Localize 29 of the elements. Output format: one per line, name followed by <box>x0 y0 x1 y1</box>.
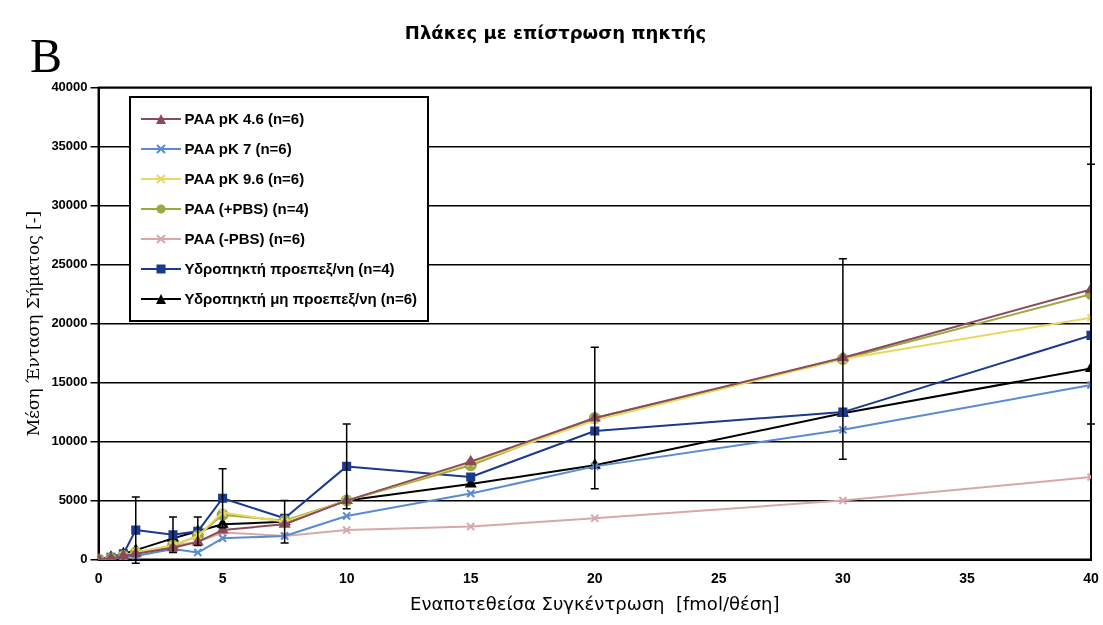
y-tick-label: 10000 <box>51 433 88 449</box>
y-tick-label: 40000 <box>51 79 88 95</box>
y-tick-label: 20000 <box>51 315 88 331</box>
y-tick-label: 35000 <box>51 138 88 154</box>
x-tick-label: 40 <box>1083 569 1099 586</box>
x-tick-label: 15 <box>462 569 479 586</box>
legend-label: PAA pK 7 (n=6) <box>184 140 292 158</box>
legend-label: Υδροπηκτή προεπεξ/νη (n=4) <box>184 260 395 278</box>
x-tick-label: 5 <box>218 569 227 586</box>
x-axis-title: Εναποτεθείσα Συγκέντρωση [fmol/θέση] <box>410 592 780 614</box>
legend-label: PAA pK 4.6 (n=6) <box>184 110 305 128</box>
legend-label: PAA (+PBS) (n=4) <box>184 200 309 218</box>
legend-label: PAA (-PBS) (n=6) <box>184 230 305 248</box>
y-tick-label: 25000 <box>51 256 88 272</box>
y-axis-title: Μέση Ένταση Σήματος [-] <box>22 210 43 437</box>
y-tick-label: 5000 <box>58 492 88 508</box>
x-tick-label: 0 <box>94 569 103 586</box>
x-tick-label: 30 <box>835 569 851 586</box>
x-tick-label: 20 <box>586 569 603 586</box>
legend-label: PAA pK 9.6 (n=6) <box>184 170 305 188</box>
x-tick-label: 10 <box>338 569 355 586</box>
x-tick-label: 25 <box>711 569 727 586</box>
legend-label: Υδροπηκτή μη προεπεξ/νη (n=6) <box>184 290 418 308</box>
y-tick-label: 30000 <box>51 197 88 213</box>
x-tick-label: 35 <box>959 569 975 586</box>
chart-title: Πλάκες με επίστρωση πηκτής <box>404 22 707 44</box>
y-tick-label: 15000 <box>51 374 88 390</box>
y-tick-label: 0 <box>80 551 88 567</box>
text: B <box>30 28 63 82</box>
